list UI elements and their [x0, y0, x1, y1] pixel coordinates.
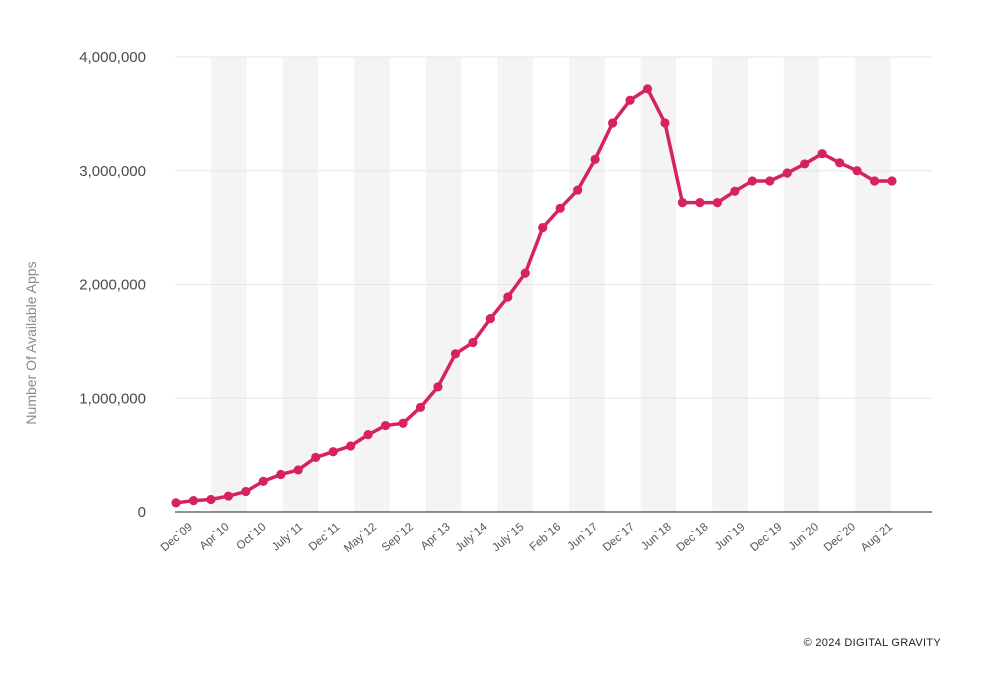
data-point: [800, 159, 810, 169]
data-point: [311, 452, 321, 462]
y-tick-label: 4,000,000: [79, 49, 146, 66]
y-axis-ticks: 0 1,000,000 2,000,000 3,000,000 4,000,000: [79, 49, 146, 521]
data-point: [695, 198, 705, 208]
data-point: [573, 185, 583, 195]
x-tick-label: July`11: [270, 521, 305, 553]
data-point: [450, 349, 461, 359]
data-point: [782, 168, 792, 178]
data-point: [642, 84, 653, 94]
x-axis-ticks: Dec`09 Apr`10 Oct`10 July`11 Dec`11 May`12 Sep…: [159, 521, 895, 555]
x-tick-label: Dec`20: [822, 521, 858, 554]
data-point: [747, 176, 757, 186]
data-point: [607, 118, 618, 128]
data-point: [538, 223, 548, 233]
x-tick-label: Jun`20: [787, 521, 822, 553]
x-tick-label: Dec`19: [748, 521, 784, 554]
x-tick-label: Dec`17: [601, 521, 637, 554]
x-tick-label: July`14: [454, 521, 491, 554]
data-point: [852, 166, 862, 176]
x-tick-label: May`12: [342, 521, 379, 555]
data-point: [869, 176, 880, 186]
y-tick-label: 0: [138, 504, 146, 521]
data-point: [485, 314, 495, 324]
data-point: [625, 95, 635, 105]
data-point: [380, 420, 391, 431]
data-point: [171, 498, 181, 508]
data-points: [171, 84, 897, 508]
y-axis-label: Number Of Available Apps: [23, 261, 39, 424]
data-point: [206, 494, 216, 505]
data-point: [503, 292, 513, 302]
x-tick-label: Jun`18: [639, 521, 674, 553]
data-point: [398, 418, 408, 428]
data-point: [241, 486, 251, 497]
x-tick-label: Dec`11: [307, 521, 342, 553]
data-point: [712, 198, 722, 208]
data-point: [887, 176, 897, 186]
x-tick-label: Feb`16: [528, 521, 564, 554]
data-point: [555, 203, 565, 213]
y-tick-label: 3,000,000: [79, 163, 146, 180]
y-tick-label: 2,000,000: [79, 277, 146, 294]
x-tick-label: Dec`09: [159, 521, 195, 554]
data-point: [328, 447, 338, 457]
x-tick-label: July`15: [490, 521, 526, 554]
x-tick-label: Jun`17: [566, 521, 601, 553]
x-tick-label: Apr`13: [419, 521, 453, 552]
data-point: [730, 186, 740, 196]
data-point: [293, 465, 303, 475]
data-point: [276, 469, 286, 480]
x-tick-label: Apr`10: [198, 521, 232, 552]
data-point: [677, 198, 688, 208]
x-tick-label: Aug`21: [859, 521, 895, 554]
x-tick-label: Oct`10: [234, 521, 268, 552]
gridlines: [175, 56, 932, 399]
data-point: [223, 491, 233, 501]
data-point: [258, 476, 268, 486]
x-tick-label: Dec`18: [675, 521, 711, 554]
copyright-credit: © 2024 DIGITAL GRAVITY: [803, 637, 941, 649]
data-point: [590, 154, 600, 164]
data-point: [346, 441, 356, 451]
x-tick-label: Jun`19: [713, 521, 748, 553]
data-point: [415, 402, 426, 412]
data-point: [835, 158, 845, 168]
data-point: [363, 430, 373, 440]
y-tick-label: 1,000,000: [79, 390, 146, 407]
data-point: [660, 118, 670, 128]
data-point: [520, 268, 530, 278]
data-point: [765, 176, 775, 186]
data-point: [468, 337, 478, 348]
x-tick-label: Sep`12: [380, 521, 416, 554]
data-point: [817, 149, 827, 159]
data-point: [433, 382, 443, 392]
data-point: [188, 496, 199, 506]
